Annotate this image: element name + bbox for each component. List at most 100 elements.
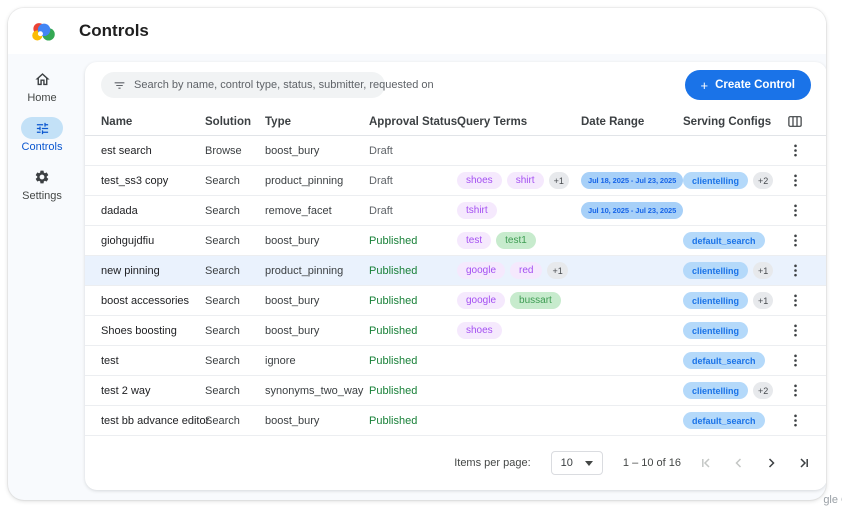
status-badge: Published: [369, 384, 418, 397]
serving-config-chip: clientelling: [683, 262, 749, 279]
cell-type: remove_facet: [265, 204, 332, 217]
first-page-button[interactable]: [701, 457, 713, 469]
row-menu-button[interactable]: [784, 410, 806, 432]
kebab-icon: [793, 264, 797, 277]
query-term-chip: shoes: [457, 172, 502, 189]
column-picker-button[interactable]: [779, 115, 811, 128]
serving-config-chip: default_search: [683, 232, 765, 249]
cell-date-range: Jul 18, 2025 - Jul 23, 2025: [581, 172, 684, 189]
cell-row-menu: [779, 140, 811, 162]
cell-solution: Search: [205, 354, 240, 367]
cell-row-menu: [779, 410, 811, 432]
chevron-left-icon: [735, 458, 742, 468]
controls-card: Search by name, control type, status, su…: [85, 62, 826, 490]
row-menu-button[interactable]: [784, 230, 806, 252]
row-menu-button[interactable]: [784, 260, 806, 282]
table-row[interactable]: dadada Search remove_facet Draft tshirt Jul 1…: [85, 196, 826, 226]
columns-icon: [788, 116, 802, 127]
cell-solution: Search: [205, 414, 240, 427]
sidebar-item-home[interactable]: Home: [21, 68, 63, 104]
kebab-icon: [793, 144, 797, 157]
cell-name: giohgujdfiu: [101, 234, 155, 247]
cell-date-range: Jul 10, 2025 - Jul 23, 2025: [581, 202, 684, 219]
table-row[interactable]: test Search ignore Published default_search: [85, 346, 826, 376]
status-badge: Draft: [369, 144, 393, 157]
cell-type: ignore: [265, 354, 296, 367]
create-control-button[interactable]: + Create Control: [684, 70, 811, 100]
serving-config-chip: default_search: [683, 352, 765, 369]
row-menu-button[interactable]: [784, 200, 806, 222]
status-badge: Draft: [369, 174, 393, 187]
chevron-right-icon: [768, 458, 775, 468]
table-row[interactable]: giohgujdfiu Search boost_bury Published test…: [85, 226, 826, 256]
status-badge: Published: [369, 294, 418, 307]
more-count-chip: +2: [753, 382, 774, 399]
cell-name: test: [101, 354, 119, 367]
next-page-button[interactable]: [765, 457, 777, 469]
cell-name: est search: [101, 144, 152, 157]
cell-name: dadada: [101, 204, 138, 217]
table-header-row: Name Solution Type Approval Status Query…: [85, 108, 826, 136]
row-menu-button[interactable]: [784, 140, 806, 162]
cell-name: boost accessories: [101, 294, 190, 307]
row-menu-button[interactable]: [784, 350, 806, 372]
cell-solution: Search: [205, 174, 240, 187]
previous-page-button[interactable]: [733, 457, 745, 469]
cell-name: test bb advance editor: [101, 414, 210, 427]
kebab-icon: [793, 294, 797, 307]
cell-row-menu: [779, 260, 811, 282]
items-per-page-label: Items per page:: [454, 457, 531, 469]
query-term-chip: shoes: [457, 322, 502, 339]
serving-config-chip: default_search: [683, 412, 765, 429]
row-menu-button[interactable]: [784, 380, 806, 402]
row-menu-button[interactable]: [784, 170, 806, 192]
serving-config-chip: clientelling: [683, 322, 749, 339]
last-page-button[interactable]: [797, 457, 809, 469]
cell-query-terms: shoes: [457, 322, 581, 339]
serving-config-chip: clientelling: [683, 292, 749, 309]
date-range-chip: Jul 10, 2025 - Jul 23, 2025: [581, 202, 684, 219]
query-term-chip: tshirt: [457, 202, 497, 219]
toolbar: Search by name, control type, status, su…: [85, 62, 826, 108]
status-badge: Published: [369, 354, 418, 367]
table-row[interactable]: test_ss3 copy Search product_pinning Draft s…: [85, 166, 826, 196]
cell-query-terms: shoes shirt +1: [457, 172, 581, 189]
sidebar-item-label: Controls: [21, 141, 63, 153]
cell-solution: Search: [205, 324, 240, 337]
cell-serving-configs: default_search: [683, 232, 779, 249]
table-row[interactable]: new pinning Search product_pinning Publishe…: [85, 256, 826, 286]
table-row[interactable]: test bb advance editor Search boost_bury Pu…: [85, 406, 826, 436]
cell-serving-configs: clientelling +2: [683, 172, 779, 189]
query-term-chip: shirt: [506, 172, 544, 189]
table-body: est search Browse boost_bury Draft test_ss3 …: [85, 136, 826, 436]
create-control-label: Create Control: [715, 79, 795, 91]
table-row[interactable]: Shoes boosting Search boost_bury Published s…: [85, 316, 826, 346]
serving-config-chip: clientelling: [683, 382, 749, 399]
sidebar-item-settings[interactable]: Settings: [21, 166, 63, 202]
cell-row-menu: [779, 170, 811, 192]
table-row[interactable]: boost accessories Search boost_bury Publish…: [85, 286, 826, 316]
kebab-icon: [793, 324, 797, 337]
query-term-chip: google: [457, 292, 506, 309]
cell-query-terms: test test1: [457, 232, 581, 249]
row-menu-button[interactable]: [784, 320, 806, 342]
sidebar-item-controls[interactable]: Controls: [21, 117, 63, 153]
cell-row-menu: [779, 320, 811, 342]
column-header-query-terms: Query Terms: [457, 115, 528, 128]
cell-query-terms: google red +1: [457, 262, 581, 279]
cell-solution: Search: [205, 384, 240, 397]
kebab-icon: [793, 174, 797, 187]
items-per-page-select[interactable]: 10: [550, 451, 603, 475]
table-row[interactable]: est search Browse boost_bury Draft: [85, 136, 826, 166]
cell-solution: Search: [205, 264, 240, 277]
filter-icon: [113, 79, 126, 92]
main-content: Search by name, control type, status, su…: [76, 54, 826, 500]
row-menu-button[interactable]: [784, 290, 806, 312]
table-row[interactable]: test 2 way Search synonyms_two_way Publishe…: [85, 376, 826, 406]
cell-serving-configs: clientelling: [683, 322, 779, 339]
search-input[interactable]: Search by name, control type, status, su…: [101, 72, 434, 98]
gear-icon: [21, 166, 63, 188]
status-badge: Published: [369, 264, 418, 277]
sidebar: Home Controls Settings: [8, 54, 76, 500]
cell-name: test_ss3 copy: [101, 174, 169, 187]
